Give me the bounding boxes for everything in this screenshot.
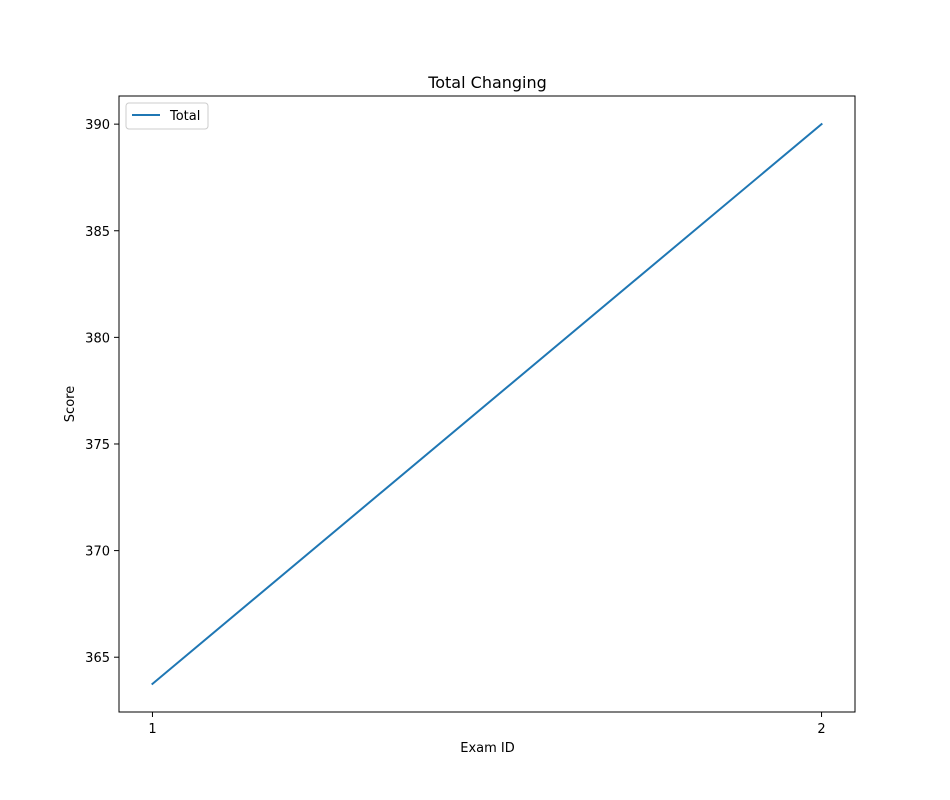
y-tick-label: 390 [85,118,110,133]
y-axis-label: Score [63,386,78,422]
x-axis-label: Exam ID [460,741,515,756]
y-tick-label: 370 [85,545,110,560]
legend: Total [125,102,209,130]
x-tick-label: 1 [148,722,156,737]
series-layer [151,122,823,686]
x-tick-label: 2 [817,722,825,737]
legend-box [125,102,209,130]
plot-frame [118,95,856,713]
y-tick-label: 385 [85,225,110,240]
legend-label-total: Total [169,109,200,124]
chart-title: Total Changing [427,73,547,92]
y-tick-label: 380 [85,331,110,346]
y-axis-ticks: 365 370 375 380 385 390 [85,118,119,666]
y-tick-label: 375 [85,438,110,453]
y-tick-label: 365 [85,651,110,666]
series-line-total [151,122,823,686]
